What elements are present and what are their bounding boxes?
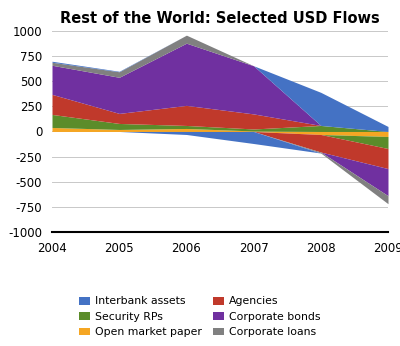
- Title: Rest of the World: Selected USD Flows: Rest of the World: Selected USD Flows: [60, 11, 380, 26]
- Legend: Interbank assets, Security RPs, Open market paper, Agencies, Corporate bonds, Co: Interbank assets, Security RPs, Open mar…: [76, 293, 324, 340]
